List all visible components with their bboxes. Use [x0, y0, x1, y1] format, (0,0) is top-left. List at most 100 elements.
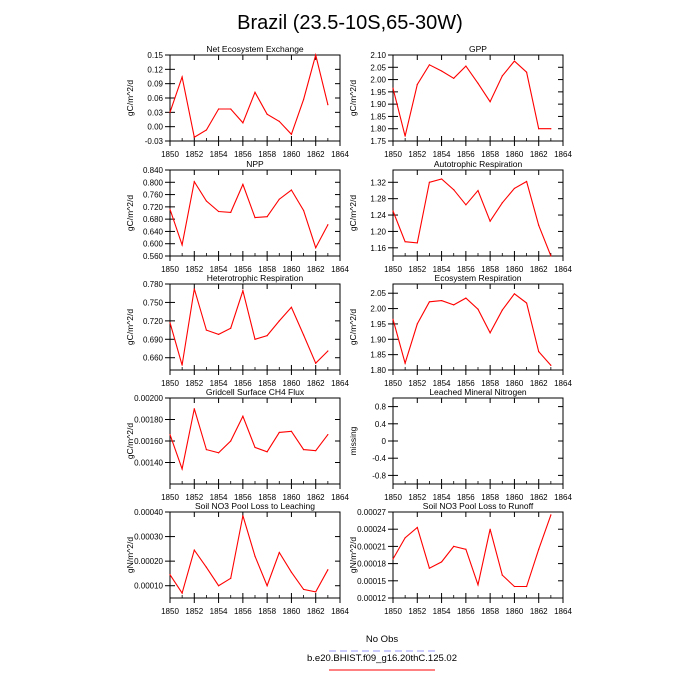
x-tick-label: 1856 [457, 607, 475, 616]
data-point [302, 588, 305, 591]
data-point [538, 224, 540, 226]
x-tick-label: 1862 [530, 379, 548, 388]
x-tick-label: 1858 [481, 150, 499, 159]
x-tick-label: 1864 [554, 607, 572, 616]
panel-title: Heterotrophic Respiration [207, 273, 304, 283]
data-point [465, 204, 467, 206]
y-tick-label: 1.16 [370, 244, 386, 253]
panel-title: Autotrophic Respiration [434, 159, 523, 169]
panel-title: NPP [246, 159, 264, 169]
y-axis-label: gC/m^2/d [125, 423, 135, 459]
data-point [404, 135, 406, 137]
x-tick-label: 1860 [506, 379, 524, 388]
y-tick-label: 0.00027 [357, 508, 386, 517]
data-point [193, 549, 195, 551]
data-point [525, 302, 528, 304]
x-tick-label: 1852 [408, 150, 426, 159]
data-point [266, 585, 268, 587]
y-tick-label: 2.10 [370, 51, 386, 60]
series-line [169, 288, 329, 366]
data-point [489, 528, 491, 530]
y-tick-label: 0.00040 [134, 508, 163, 517]
y-tick-label: 0.780 [143, 280, 164, 289]
y-tick-label: -0.03 [145, 137, 164, 146]
panel-title: Ecosystem Respiration [435, 273, 522, 283]
y-tick-label: 0 [382, 437, 387, 446]
panel-title: GPP [469, 44, 487, 54]
panel-title: Leached Mineral Nitrogen [429, 387, 527, 397]
y-tick-label: 1.80 [370, 366, 386, 375]
data-point [302, 449, 305, 451]
x-tick-label: 1850 [161, 493, 179, 502]
series-line [392, 514, 552, 588]
y-axis-label: gN/m^2/d [348, 537, 358, 573]
chart-panel: NPP 1850 1852 1854 1856 1858 1860 1862 1864 0.560… [125, 159, 349, 274]
chart-panel: Heterotrophic Respiration 1850 1852 1854 185… [125, 273, 349, 388]
data-point [242, 515, 244, 517]
data-point [169, 574, 171, 576]
y-tick-label: 0.660 [143, 354, 164, 363]
data-point [290, 189, 293, 191]
data-point [440, 561, 443, 563]
x-tick-label: 1864 [331, 265, 349, 274]
data-point [315, 362, 317, 364]
y-tick-label: 0.690 [143, 335, 164, 344]
data-point [217, 333, 220, 335]
x-tick-label: 1864 [331, 150, 349, 159]
x-tick-label: 1854 [433, 379, 451, 388]
x-tick-label: 1854 [433, 607, 451, 616]
y-tick-label: 0.840 [143, 166, 164, 175]
data-point [230, 577, 232, 579]
data-point [230, 211, 232, 213]
data-point [205, 329, 208, 331]
series-line [169, 52, 329, 139]
x-tick-label: 1862 [307, 493, 325, 502]
x-tick-label: 1862 [307, 265, 325, 274]
y-tick-label: 1.85 [370, 351, 386, 360]
figure-title: Brazil (23.5-10S,65-30W) [237, 12, 463, 34]
x-tick-label: 1862 [307, 379, 325, 388]
x-tick-label: 1860 [506, 493, 524, 502]
data-point [278, 198, 280, 200]
data-point [513, 585, 516, 588]
x-tick-label: 1858 [481, 265, 499, 274]
data-point [181, 76, 183, 78]
data-point [302, 209, 305, 212]
data-point [242, 415, 244, 417]
data-point [242, 122, 244, 124]
data-point [254, 555, 256, 557]
data-point [278, 551, 280, 554]
panel-title: Net Ecosystem Exchange [206, 44, 304, 54]
data-point [538, 128, 540, 130]
data-point [278, 120, 280, 123]
chart-panel: Soil NO3 Pool Loss to Leaching 1850 1852 18… [125, 501, 349, 616]
data-point [477, 189, 479, 192]
data-point [428, 567, 431, 569]
y-tick-label: 0.560 [143, 252, 164, 261]
x-tick-label: 1854 [210, 607, 228, 616]
x-tick-label: 1864 [331, 493, 349, 502]
x-tick-label: 1856 [234, 607, 252, 616]
data-point [205, 449, 208, 451]
x-tick-label: 1852 [408, 379, 426, 388]
y-axis-label: gC/m^2/d [348, 80, 358, 116]
data-point [513, 187, 516, 190]
y-tick-label: 0.750 [143, 298, 164, 307]
data-point [315, 54, 317, 56]
y-tick-label: 0.00200 [134, 394, 163, 403]
data-point [538, 350, 540, 353]
data-point [501, 75, 503, 77]
data-point [266, 113, 268, 115]
data-point [242, 183, 244, 186]
chart-panel: Ecosystem Respiration 1850 1852 1854 1856 185… [348, 273, 572, 388]
x-tick-label: 1864 [554, 265, 572, 274]
x-tick-label: 1860 [283, 265, 301, 274]
x-tick-label: 1864 [331, 379, 349, 388]
data-point [416, 242, 418, 244]
x-tick-label: 1856 [457, 493, 475, 502]
x-tick-label: 1854 [210, 150, 228, 159]
y-tick-label: 0.720 [143, 317, 164, 326]
x-tick-label: 1860 [506, 265, 524, 274]
data-point [501, 202, 503, 204]
y-axis-label: gN/m^2/d [125, 537, 135, 573]
